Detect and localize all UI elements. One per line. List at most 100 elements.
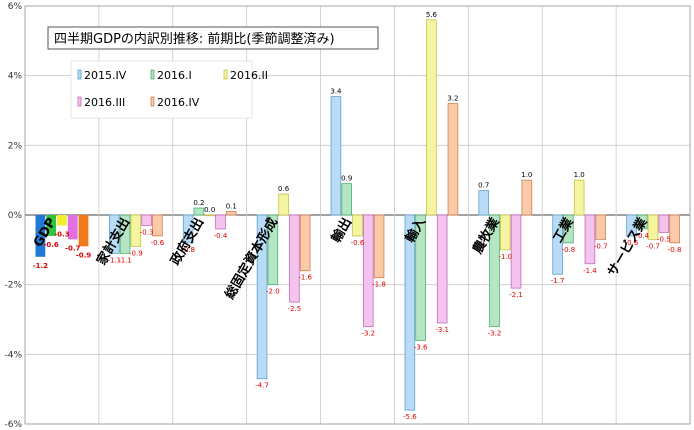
bar [341,183,353,216]
legend-swatch [150,69,155,80]
bar [669,214,680,244]
data-label: 0.2 [193,199,204,207]
data-label: -1.0 [498,253,512,261]
data-label: 0.0 [204,206,215,214]
bar [256,214,268,380]
bar [426,19,437,216]
data-label: 0.6 [278,185,290,193]
bar [552,214,563,275]
data-label: -0.5 [657,235,671,243]
data-label: -0.3 [54,230,69,238]
legend-label: 2015.IV [84,69,127,82]
bar [78,215,89,247]
data-label: -0.6 [625,239,639,247]
bar [141,214,152,226]
bar [215,214,226,230]
bar [636,214,648,230]
data-label: -3.6 [414,343,428,351]
bar [182,214,194,244]
data-label: -3.1 [435,326,449,334]
y-tick-label: -6% [4,420,22,430]
legend: 2015.IV 2016.I 2016.II 2016.III 2016.IV [70,60,268,119]
bar [35,215,46,257]
bar [499,214,511,251]
legend-swatch [223,69,228,80]
legend-label: 2016.IV [157,96,200,109]
bar [489,214,500,327]
legend-label: 2016.I [157,69,192,82]
bar [299,214,311,272]
data-label: -0.3 [140,228,154,236]
data-label: -0.8 [562,246,576,254]
data-label: 0.7 [478,182,489,190]
data-label: -1.1 [118,256,132,264]
chart-title: 四半期GDPの内訳別推移: 前期比(季節調整済み) [54,31,335,47]
bar [362,214,374,327]
data-label: -0.6 [44,241,59,249]
bar [447,103,459,216]
y-tick-label: -2% [4,281,22,291]
legend-label: 2016.III [84,96,125,109]
data-label: 0.1 [226,203,237,211]
data-label: -1.2 [33,262,48,270]
data-label: -0.7 [594,242,608,250]
y-tick-label: 4% [8,72,23,82]
data-label: -0.8 [668,246,682,254]
data-label: -0.9 [76,251,91,259]
bar [595,214,607,240]
data-label: -1.6 [298,274,312,282]
bar [67,215,78,240]
data-label: -0.7 [646,242,660,250]
bar [289,214,300,303]
data-labels: -1.2 -1.1 -0.8 -4.7 3.4 -5.6 0.7 -1.7 -0.6 -0.6 -1… [33,11,682,421]
data-label: -2.0 [266,288,280,296]
bar [46,215,57,236]
bar [130,214,142,247]
legend-swatch [77,96,82,107]
data-label: -1.1 [107,256,121,264]
bar [204,214,216,217]
bar [563,214,574,244]
y-tick-label: 0% [8,211,23,221]
bar [436,214,448,324]
bar [119,214,131,254]
bar [152,214,163,237]
bar [225,211,237,216]
y-tick-label: -4% [4,350,22,360]
data-label: -0.4 [635,232,649,240]
legend-swatch [150,96,155,107]
data-label: 0.9 [341,175,352,183]
data-label: -3.2 [361,329,375,337]
bar [510,214,522,289]
data-label: -1.8 [372,281,386,289]
bar [267,214,279,286]
data-label: -0.6 [151,239,165,247]
bar [584,214,596,265]
bar [404,214,416,411]
y-tick-label: 2% [8,141,23,151]
bar [193,207,205,216]
bar [647,214,659,240]
bar [573,179,585,216]
bar [278,193,289,216]
y-axis: 6% 4% 2% 0% -2% -4% -6% [4,2,22,430]
data-label: 5.6 [426,11,438,19]
data-label: -4.7 [255,382,269,390]
bar [658,214,670,233]
data-label: 3.4 [330,88,342,96]
data-label: -0.8 [181,246,195,254]
bar [57,215,67,226]
data-label: -3.2 [488,329,502,337]
legend-label: 2016.II [230,69,268,82]
bar [352,214,363,237]
bar [626,214,637,237]
bar [108,214,120,254]
data-label: -0.9 [129,249,143,257]
bar [478,190,490,216]
data-label: 1.0 [521,171,532,179]
bar [373,214,385,279]
data-label: -1.4 [583,267,597,275]
bar [415,214,426,341]
data-label: -5.6 [403,413,417,421]
